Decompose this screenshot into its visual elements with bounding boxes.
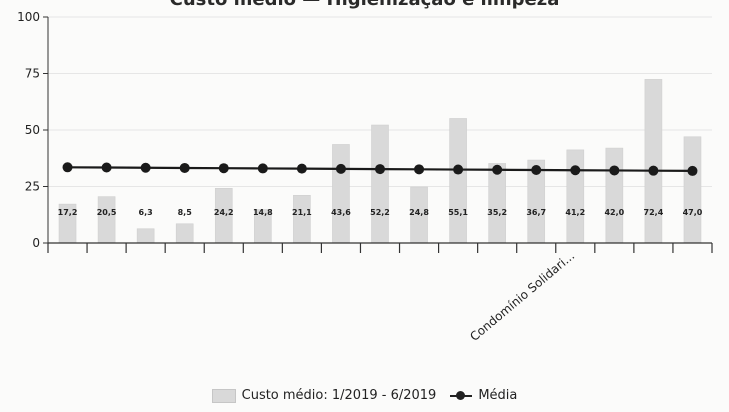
average-point bbox=[570, 165, 581, 176]
bar bbox=[136, 228, 155, 244]
legend-bar-swatch bbox=[211, 388, 236, 403]
bar bbox=[488, 163, 506, 244]
average-point bbox=[218, 163, 229, 174]
bar bbox=[566, 149, 585, 244]
data-label: 14,8 bbox=[253, 208, 273, 217]
average-point bbox=[257, 163, 268, 174]
bar bbox=[97, 196, 116, 244]
average-point bbox=[414, 164, 425, 175]
average-point bbox=[375, 164, 385, 175]
bar bbox=[371, 124, 389, 244]
data-label: 24,2 bbox=[214, 208, 234, 217]
bar bbox=[449, 118, 467, 244]
y-tick-label: 75 bbox=[25, 67, 40, 81]
bar bbox=[605, 147, 624, 244]
y-tick-label: 100 bbox=[17, 10, 40, 24]
average-point bbox=[140, 162, 151, 173]
bar bbox=[644, 79, 663, 244]
y-tick-label: 0 bbox=[32, 236, 40, 250]
data-label: 41,2 bbox=[565, 208, 585, 217]
data-label: 17,2 bbox=[58, 208, 78, 217]
bar bbox=[175, 223, 194, 244]
data-label: 36,7 bbox=[526, 208, 546, 217]
data-label: 47,0 bbox=[683, 208, 703, 217]
average-point bbox=[687, 165, 698, 176]
data-label: 42,0 bbox=[604, 208, 624, 217]
average-point bbox=[492, 164, 503, 175]
data-label: 55,1 bbox=[448, 208, 468, 217]
average-point bbox=[531, 165, 542, 176]
legend-bar-label: Custo médio: 1/2019 - 6/2019 bbox=[241, 388, 437, 403]
average-point bbox=[296, 163, 307, 174]
average-point bbox=[335, 163, 346, 174]
y-tick-label: 50 bbox=[25, 123, 40, 137]
average-point bbox=[648, 165, 659, 176]
legend: Custo médio: 1/2019 - 6/2019 Média bbox=[0, 388, 729, 403]
average-point bbox=[609, 165, 620, 176]
x-category-label: Condomínio Solidari... bbox=[467, 249, 577, 344]
bar bbox=[332, 144, 350, 244]
y-tick-label: 25 bbox=[25, 180, 40, 194]
data-label: 8,5 bbox=[178, 208, 193, 217]
bar bbox=[683, 136, 702, 244]
data-label: 52,2 bbox=[370, 208, 390, 217]
chart-title: Custo médio — Higienização e limpeza bbox=[0, 0, 729, 10]
data-label: 72,4 bbox=[644, 208, 664, 217]
data-label: 21,1 bbox=[292, 208, 312, 217]
average-point bbox=[62, 162, 73, 173]
bar bbox=[293, 195, 311, 244]
average-point bbox=[453, 164, 464, 175]
data-label: 43,6 bbox=[331, 208, 351, 217]
legend-line-swatch bbox=[450, 390, 473, 402]
average-point bbox=[101, 162, 112, 173]
data-label: 6,3 bbox=[139, 208, 153, 217]
average-point bbox=[179, 162, 190, 173]
data-label: 24,8 bbox=[409, 208, 429, 217]
data-label: 35,2 bbox=[487, 208, 507, 217]
data-label: 20,5 bbox=[97, 208, 117, 217]
legend-line-label: Média bbox=[478, 388, 518, 403]
